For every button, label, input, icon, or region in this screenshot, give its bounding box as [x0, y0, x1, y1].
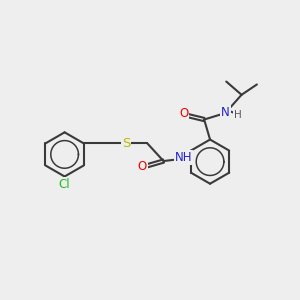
- Text: O: O: [179, 107, 188, 120]
- Text: H: H: [234, 110, 242, 120]
- Text: O: O: [138, 160, 147, 173]
- Text: NH: NH: [175, 151, 192, 164]
- Text: N: N: [221, 106, 230, 119]
- Text: S: S: [122, 137, 130, 150]
- Text: Cl: Cl: [59, 178, 70, 191]
